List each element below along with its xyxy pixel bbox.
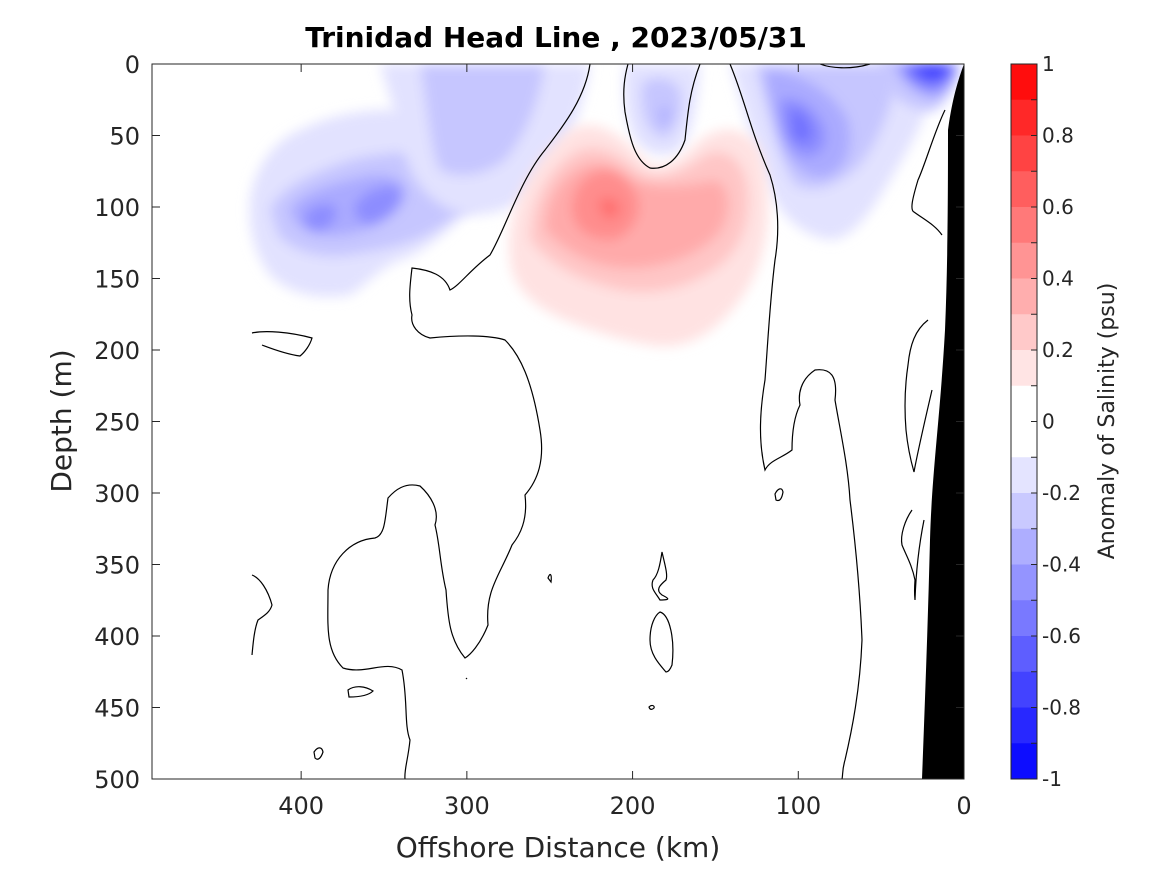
colorbar-tick-label: -0.2 <box>1042 481 1081 505</box>
contour-line-west-deep <box>251 574 273 656</box>
colorbar-segment <box>1011 314 1037 351</box>
zero-contours <box>251 64 946 779</box>
y-tick-label: 450 <box>94 695 140 723</box>
contour-line-loop-4 <box>651 551 669 601</box>
x-tick-label: 300 <box>444 792 490 820</box>
colorbar-title: Anomaly of Salinity (psu) <box>1095 283 1120 560</box>
y-tick-label: 500 <box>94 766 140 794</box>
colorbar-tick-label: -0.4 <box>1042 553 1081 577</box>
colorbar-segment <box>1011 707 1037 744</box>
x-tick-label: 400 <box>278 792 324 820</box>
contour-line-coast-low <box>900 509 925 601</box>
negative-anomaly-small <box>623 64 700 156</box>
colorbar-segment <box>1011 171 1037 208</box>
y-axis-title: Depth (m) <box>45 349 78 492</box>
colorbar-segment <box>1011 278 1037 315</box>
colorbar-tick-label: 0.6 <box>1042 195 1074 219</box>
colorbar-segment <box>1011 350 1037 387</box>
seafloor-bathymetry <box>922 64 964 779</box>
colorbar-tick-label: 0.4 <box>1042 267 1074 291</box>
contour-line-west-small <box>251 331 313 357</box>
x-axis-title: Offshore Distance (km) <box>396 831 721 864</box>
contour-line-dot <box>465 677 468 680</box>
x-tick-label: 0 <box>956 792 971 820</box>
colorbar-segment <box>1011 99 1037 136</box>
plot-area: 400 300 200 100 0 0 50 100 150 200 250 300 350 400 45… <box>94 51 971 820</box>
y-tick-label: 250 <box>94 409 140 437</box>
contour-line-loop-3 <box>547 573 552 584</box>
colorbar: 1 0.8 0.6 0.4 0.2 0 -0.2 -0.4 -0.6 -0.8 -1 <box>1010 52 1081 791</box>
colorbar-segment <box>1011 528 1037 565</box>
chart-title: Trinidad Head Line , 2023/05/31 <box>305 21 807 54</box>
contour-line-east-top <box>819 64 871 69</box>
y-tick-label: 0 <box>125 51 140 79</box>
colorbar-tick-label: 0 <box>1042 410 1055 434</box>
contour-line-loop-7 <box>774 488 784 502</box>
y-tick-label: 350 <box>94 552 140 580</box>
colorbar-segment <box>1011 385 1037 422</box>
contour-line-coast-mid <box>904 319 933 473</box>
y-tick-label: 50 <box>109 123 140 151</box>
contour-line-loop-1 <box>347 686 374 698</box>
contour-line-mid <box>729 64 863 779</box>
colorbar-tick-label: 0.2 <box>1042 338 1074 362</box>
contour-line-loop-5 <box>649 611 674 673</box>
y-tick-label: 200 <box>94 337 140 365</box>
negative-anomaly-east <box>730 64 940 240</box>
y-tick-label: 400 <box>94 623 140 651</box>
colorbar-tick-label: 0.8 <box>1042 124 1074 148</box>
colorbar-segment <box>1011 242 1037 279</box>
contour-line-loop-6 <box>648 704 655 710</box>
colorbar-segment <box>1011 421 1037 458</box>
contour-line-main-west <box>327 64 591 779</box>
contour-line-loop-2 <box>313 747 324 760</box>
colorbar-segment <box>1011 457 1037 494</box>
y-tick-label: 100 <box>94 194 140 222</box>
x-tick-label: 200 <box>610 792 656 820</box>
colorbar-segment <box>1011 636 1037 673</box>
colorbar-segment <box>1011 564 1037 601</box>
y-tick-label: 300 <box>94 480 140 508</box>
colorbar-tick-label: -0.6 <box>1042 624 1081 648</box>
colorbar-segment <box>1011 135 1037 172</box>
x-axis-ticks: 400 300 200 100 0 <box>278 64 972 820</box>
contour-line-main-east <box>623 64 701 169</box>
negative-anomaly-coastal <box>880 64 960 111</box>
colorbar-segment <box>1011 207 1037 244</box>
colorbar-tick-label: -1 <box>1042 767 1062 791</box>
positive-anomaly-core <box>509 125 769 347</box>
y-tick-label: 150 <box>94 266 140 294</box>
colorbar-segment <box>1011 493 1037 530</box>
colorbar-segment <box>1011 64 1037 101</box>
colorbar-tick-label: -0.8 <box>1042 696 1081 720</box>
x-tick-label: 100 <box>775 792 821 820</box>
y-axis-ticks: 0 50 100 150 200 250 300 350 400 450 500 <box>94 51 964 794</box>
contour-line-coast-upper <box>911 109 946 236</box>
colorbar-segment <box>1011 671 1037 708</box>
colorbar-tick-label: 1 <box>1042 52 1055 76</box>
colorbar-segment <box>1011 600 1037 637</box>
colorbar-segment <box>1011 743 1037 780</box>
